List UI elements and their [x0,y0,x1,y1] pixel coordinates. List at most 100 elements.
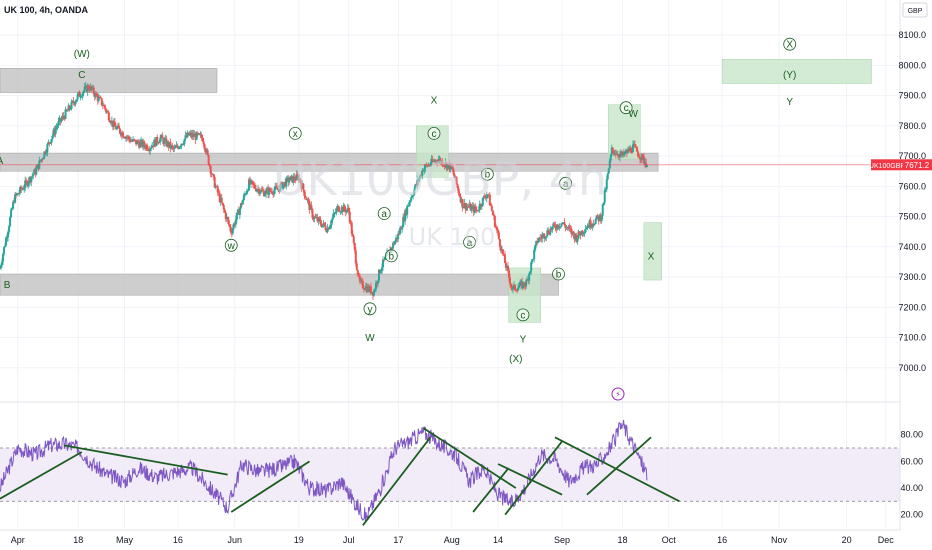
candle-body [638,156,641,158]
chart-header: UK 100, 4h, OANDA GBP [4,2,928,18]
candle-body [585,227,588,229]
candle-body [403,216,406,221]
candle-body [318,217,321,220]
rsi-axis[interactable]: 20.00 40.00 60.00 80.00 [900,430,923,520]
candle-body [85,85,88,92]
candle-body [487,194,490,196]
candle-body [506,265,509,271]
candle-body [592,223,595,225]
rsi-pane[interactable] [0,401,900,526]
watermark-sub: UK 100 [409,223,496,251]
candle-body [288,180,291,183]
candle-body [172,146,175,149]
candle-body [589,220,592,228]
wave-label: x [293,129,298,140]
candle-body [621,151,624,156]
candle-body [549,228,552,235]
candle-body [527,279,530,281]
candle-body [372,290,375,296]
time-axis[interactable]: Apr 18 May 16 Jun 19 Jul 17 Aug 14 Sep 18 Oct 16 Nov 20… [0,529,900,545]
candle-body [567,226,570,229]
candle-body [444,162,447,166]
candle-body [417,179,420,182]
alert-icon[interactable]: ⚡ [611,387,625,401]
candle-body [272,193,275,195]
candle-body [558,226,561,228]
candle-body [384,257,387,260]
rsi-trendline [472,467,510,513]
candle-body [571,231,574,235]
candle-body [550,228,553,230]
candle-body [481,197,484,206]
candle-body [112,121,115,127]
candle-body [6,237,9,239]
candle-body [363,289,366,291]
candle-body [127,136,130,138]
candle-body [13,201,16,203]
candle-body [286,177,289,179]
candle-body [39,160,42,162]
candle-body [123,137,126,139]
candle-body [132,139,135,142]
candle-body [308,201,311,210]
candle-body [270,191,273,193]
candle-body [532,259,535,261]
candle-body [626,149,629,154]
candlestick-series[interactable] [0,82,649,300]
candle-body [500,249,503,252]
candle-body [326,227,329,233]
candle-body [152,145,155,147]
candle-body [413,189,416,195]
candle-body [502,254,505,256]
candle-body [321,224,324,227]
candle-body [14,194,17,203]
price-axis[interactable]: 7000.0 7100.0 7200.0 7300.0 7400.0 7500.0 7600… [898,0,926,530]
candle-body [644,162,647,164]
candle-body [420,174,423,176]
candle-body [563,222,566,226]
candle-body [306,199,309,201]
candle-body [157,142,160,144]
candle-body [335,208,338,213]
candle-body [24,180,27,188]
candle-body [572,231,575,235]
candle-body [582,232,585,234]
wave-label: Y [786,97,793,108]
candle-body [316,217,319,222]
price-tick-label: 8100.0 [898,30,926,40]
candle-body [578,231,581,235]
candle-body [92,87,95,95]
candle-body [461,199,464,209]
candle-body [28,177,31,183]
candle-body [298,178,301,181]
wave-label-circle [559,176,573,190]
candle-body [106,111,109,113]
candle-body [627,149,630,152]
candle-body [40,159,43,162]
candle-body [238,208,241,215]
candle-body [491,210,494,216]
candle-body [459,196,462,203]
candle-body [79,96,82,98]
candle-body [337,205,340,212]
candle-body [434,160,437,162]
wave-label: Y [520,335,527,346]
candle-body [160,135,163,138]
candle-body [377,269,380,281]
candle-body [548,233,551,235]
candle-body [107,112,110,121]
candle-body [219,197,222,202]
candle-body [344,209,347,213]
candle-body [53,129,56,135]
candle-body [302,183,305,191]
candle-body [206,149,209,155]
rsi-tick-label: 60.00 [900,456,923,466]
candle-body [528,273,531,281]
currency-badge[interactable] [902,2,928,18]
candle-body [117,125,120,129]
candle-body [467,206,470,208]
candle-body [541,235,544,239]
candle-body [472,205,475,213]
candle-body [646,165,649,168]
